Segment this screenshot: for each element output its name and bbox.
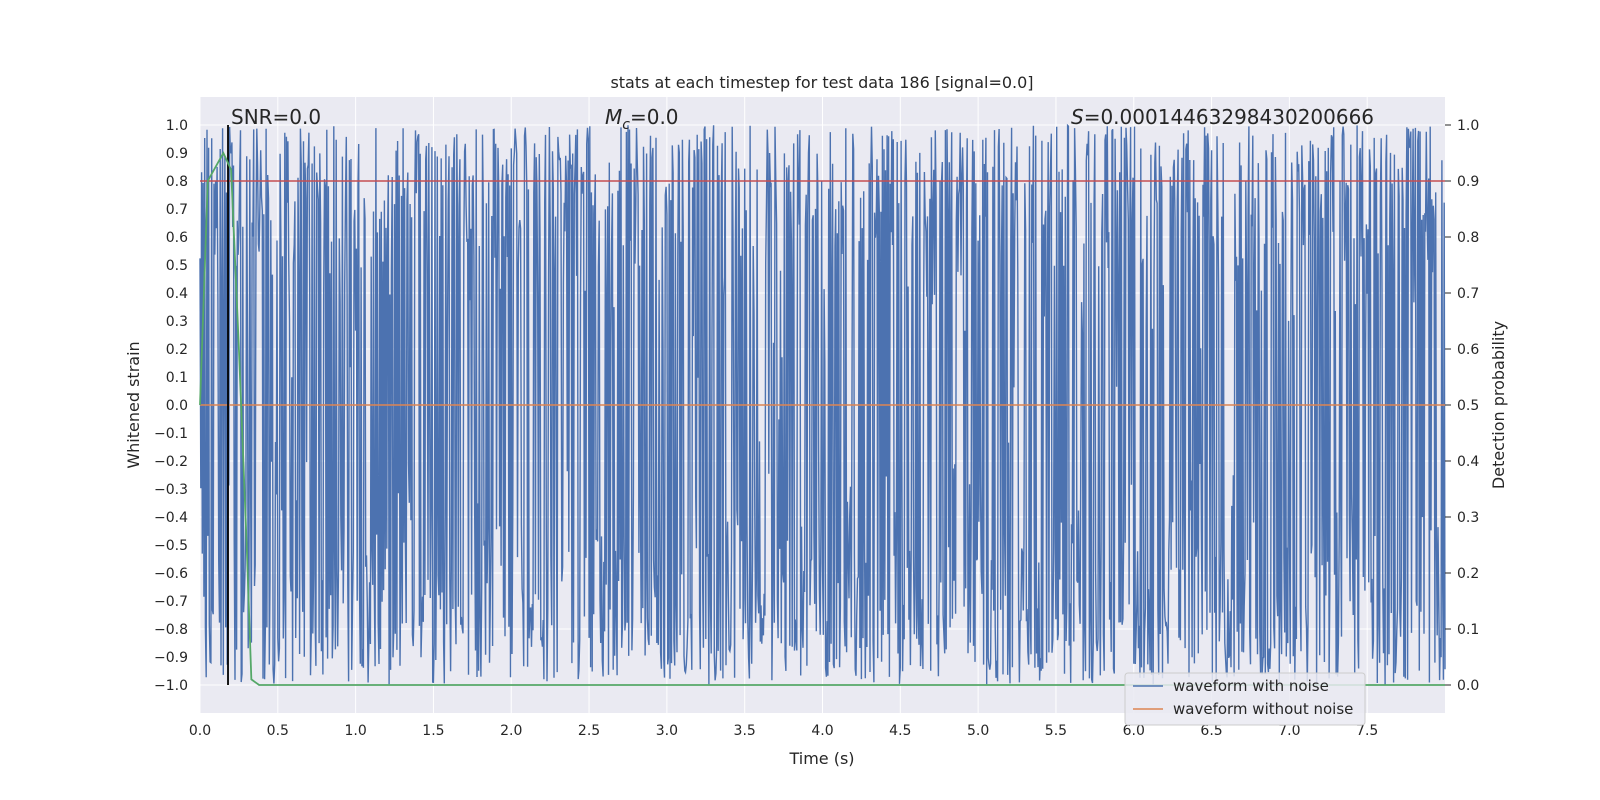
y-tick-label: 0.9 bbox=[166, 146, 188, 162]
x-tick-label: 4.0 bbox=[811, 723, 833, 739]
lines bbox=[199, 125, 1445, 686]
y-tick-label: 0.6 bbox=[166, 230, 188, 246]
x-tick-label: 0.5 bbox=[267, 723, 289, 739]
detection-probability-line bbox=[199, 151, 1445, 686]
y2-ticks: 1.0 0.9 0.8 0.7 0.6 0.5 0.4 0.3 0.2 0.1 0.0 bbox=[1445, 118, 1479, 694]
legend-label-noise: waveform with noise bbox=[1173, 677, 1329, 695]
y-tick-label: 1.0 bbox=[166, 118, 188, 134]
y-tick-label: −0.6 bbox=[154, 566, 188, 582]
x-tick-label: 6.5 bbox=[1200, 723, 1222, 739]
y2-axis-label: Detection probability bbox=[1489, 321, 1508, 489]
y2-tick-label: 0.4 bbox=[1457, 454, 1479, 470]
x-ticks: 0.0 0.5 1.0 1.5 2.0 2.5 3.0 3.5 4.0 4.5 5.0 5.5 6.0 6… bbox=[189, 723, 1378, 739]
y2-tick-label: 0.7 bbox=[1457, 286, 1479, 302]
y-tick-label: −1.0 bbox=[154, 678, 188, 694]
legend-box bbox=[1124, 672, 1366, 726]
mc-symbol: M bbox=[605, 105, 622, 129]
y-tick-label: −0.5 bbox=[154, 538, 188, 554]
x-tick-label: 7.5 bbox=[1356, 723, 1378, 739]
x-tick-label: 5.0 bbox=[967, 723, 989, 739]
mc-subscript: c bbox=[622, 117, 630, 133]
y-tick-label: 0.7 bbox=[166, 202, 188, 218]
y-tick-label: 0.2 bbox=[166, 342, 188, 358]
y-ticks: 1.0 0.9 0.8 0.7 0.6 0.5 0.4 0.3 0.2 0.1 0.0 −0.1 −0.… bbox=[154, 118, 188, 694]
s-value: =0.00014463298430200666 bbox=[1084, 105, 1374, 129]
s-annotation: S=0.00014463298430200666 bbox=[1071, 105, 1374, 129]
x-tick-label: 3.0 bbox=[656, 723, 678, 739]
y-tick-label: 0.1 bbox=[166, 370, 188, 386]
y-tick-label: −0.4 bbox=[154, 510, 188, 526]
y-tick-label: −0.1 bbox=[154, 426, 188, 442]
y-tick-label: 0.5 bbox=[166, 258, 188, 274]
y2-tick-label: 0.1 bbox=[1457, 622, 1479, 638]
y2-tick-label: 0.0 bbox=[1457, 678, 1479, 694]
x-axis-label: Time (s) bbox=[788, 749, 854, 768]
x-tick-label: 4.5 bbox=[889, 723, 911, 739]
y-tick-label: −0.9 bbox=[154, 650, 188, 666]
y-tick-label: 0.4 bbox=[166, 286, 188, 302]
y-tick-label: 0.8 bbox=[166, 174, 188, 190]
mc-value: =0.0 bbox=[630, 105, 679, 129]
y-tick-label: 0.3 bbox=[166, 314, 188, 330]
snr-annotation: SNR=0.0 bbox=[231, 105, 321, 129]
y-tick-label: −0.3 bbox=[154, 482, 188, 498]
x-tick-label: 1.0 bbox=[344, 723, 366, 739]
y2-tick-label: 0.9 bbox=[1457, 174, 1479, 190]
mc-annotation: Mc=0.0 bbox=[605, 105, 679, 133]
s-symbol: S bbox=[1071, 105, 1084, 129]
x-tick-label: 5.5 bbox=[1045, 723, 1067, 739]
x-tick-label: 6.0 bbox=[1123, 723, 1145, 739]
y2-tick-label: 0.6 bbox=[1457, 342, 1479, 358]
y2-tick-label: 0.5 bbox=[1457, 398, 1479, 414]
y-tick-label: 0.0 bbox=[166, 398, 188, 414]
y2-tick-label: 1.0 bbox=[1457, 118, 1479, 134]
x-tick-label: 1.5 bbox=[422, 723, 444, 739]
x-tick-label: 3.5 bbox=[734, 723, 756, 739]
y2-tick-label: 0.3 bbox=[1457, 510, 1479, 526]
x-tick-label: 0.0 bbox=[189, 723, 211, 739]
y2-tick-label: 0.2 bbox=[1457, 566, 1479, 582]
x-tick-label: 7.0 bbox=[1278, 723, 1300, 739]
y-axis-label: Whitened strain bbox=[124, 341, 143, 468]
y-tick-label: −0.7 bbox=[154, 594, 188, 610]
x-tick-label: 2.0 bbox=[500, 723, 522, 739]
series-waveform-with-noise bbox=[199, 123, 1446, 686]
legend: waveform with noise waveform without noi… bbox=[1124, 672, 1366, 726]
y-tick-label: −0.8 bbox=[154, 622, 188, 638]
x-tick-label: 2.5 bbox=[578, 723, 600, 739]
legend-label-clean: waveform without noise bbox=[1173, 700, 1353, 718]
series-line-noise bbox=[199, 123, 1446, 686]
y2-tick-label: 0.8 bbox=[1457, 230, 1479, 246]
chart-title: stats at each timestep for test data 186… bbox=[610, 73, 1033, 92]
y-tick-label: −0.2 bbox=[154, 454, 188, 470]
